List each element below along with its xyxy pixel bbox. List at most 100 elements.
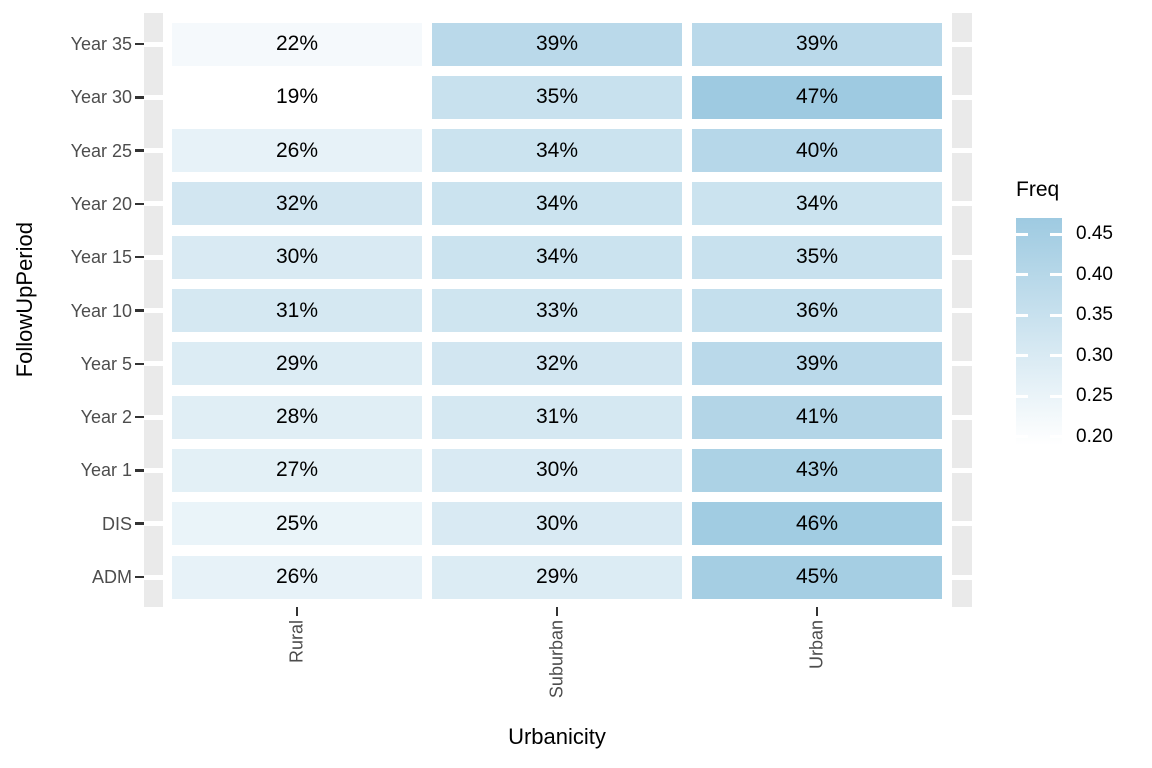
- panel-gridline: [144, 574, 163, 580]
- panel-gridline: [952, 148, 972, 154]
- legend-tick-mark: [1050, 354, 1062, 358]
- x-axis-title: Urbanicity: [508, 724, 606, 749]
- heatmap-cell: 29%: [432, 555, 682, 599]
- panel-gridline: [952, 94, 972, 100]
- legend-tick-mark: [1016, 354, 1028, 358]
- x-axis-tick: [295, 607, 299, 616]
- cell-value-label: 30%: [535, 458, 579, 482]
- panel-gridline: [952, 201, 972, 207]
- cell-value-label: 28%: [275, 405, 319, 429]
- y-axis-tick: [135, 415, 144, 419]
- heatmap-cell: 43%: [692, 448, 942, 492]
- cell-value-label: 39%: [795, 32, 839, 55]
- heatmap-cell: 29%: [172, 342, 422, 386]
- legend-tick-label: 0.35: [1076, 304, 1113, 326]
- panel-gridline: [952, 414, 972, 420]
- heatmap-cell: 34%: [432, 129, 682, 173]
- y-axis-tick: [135, 469, 144, 472]
- panel-gridline: [952, 361, 972, 367]
- heatmap-cell: 47%: [692, 75, 942, 119]
- cell-value-label: 35%: [535, 85, 579, 109]
- legend-tick-mark: [1050, 232, 1062, 236]
- y-axis-tick: [135, 309, 144, 312]
- heatmap-cell: 25%: [172, 502, 422, 546]
- heatmap-cell: 31%: [172, 289, 422, 332]
- y-tick-label: Year 20: [70, 193, 132, 214]
- panel-gridline: [952, 41, 972, 47]
- legend-tick-label: 0.45: [1076, 223, 1113, 245]
- cell-value-label: 34%: [535, 191, 579, 215]
- panel-gridline: [952, 574, 972, 580]
- panel-strip-left: [144, 13, 163, 607]
- heatmap-cell: 34%: [432, 235, 682, 279]
- heatmap-cell: 35%: [692, 235, 942, 279]
- y-tick-label: Year 25: [70, 140, 132, 161]
- legend-tick-label: 0.40: [1076, 263, 1113, 285]
- cell-value-label: 31%: [275, 298, 319, 322]
- y-tick-label: ADM: [92, 567, 132, 587]
- x-tick-label: Rural: [286, 620, 307, 664]
- heatmap-cell: 22%: [172, 22, 422, 66]
- legend-tick-mark: [1050, 394, 1062, 398]
- legend-tick-mark: [1050, 273, 1062, 277]
- cell-value-label: 30%: [535, 511, 579, 535]
- cell-value-label: 26%: [275, 565, 319, 588]
- heatmap-cell: 31%: [432, 395, 682, 439]
- legend-tick-label: 0.25: [1076, 385, 1113, 407]
- y-tick-label: Year 2: [80, 407, 132, 428]
- panel-gridline: [144, 94, 163, 100]
- cell-value-label: 29%: [535, 565, 579, 588]
- cell-value-label: 26%: [275, 138, 319, 162]
- panel-gridline: [144, 254, 163, 260]
- panel-gridline: [144, 361, 163, 367]
- heatmap-cell: 33%: [432, 289, 682, 332]
- heatmap-cell: 46%: [692, 502, 942, 546]
- legend-tick-mark: [1016, 435, 1028, 439]
- legend-tick-label: 0.20: [1076, 425, 1113, 447]
- heatmap-cell: 39%: [692, 342, 942, 386]
- cell-value-label: 35%: [795, 245, 839, 269]
- heatmap-cell: 36%: [692, 289, 942, 332]
- y-axis-tick: [135, 202, 144, 206]
- legend-tick-mark: [1050, 435, 1062, 439]
- y-axis-tick: [135, 575, 144, 579]
- y-axis-tick: [135, 42, 144, 46]
- heatmap-cell: 32%: [432, 342, 682, 386]
- x-axis-tick: [555, 607, 559, 616]
- heatmap-cell: 40%: [692, 129, 942, 173]
- y-axis-tick: [135, 522, 144, 525]
- heatmap-cell: 27%: [172, 448, 422, 492]
- x-axis-tick: [815, 607, 819, 616]
- legend-tick-mark: [1016, 232, 1028, 236]
- cell-value-label: 41%: [795, 405, 839, 429]
- cell-value-label: 39%: [795, 351, 839, 375]
- heatmap-cell: 45%: [692, 555, 942, 599]
- heatmap-cell: 30%: [432, 448, 682, 492]
- legend-tick-mark: [1016, 313, 1028, 317]
- heatmap-cell: 34%: [692, 182, 942, 226]
- panel-gridline: [952, 254, 972, 260]
- cell-value-label: 45%: [795, 565, 839, 588]
- cell-value-label: 32%: [275, 191, 319, 215]
- y-axis-title: FollowUpPeriod: [12, 222, 37, 378]
- panel-gridline: [144, 201, 163, 207]
- y-tick-label: Year 5: [80, 353, 132, 374]
- y-axis-tick: [135, 362, 144, 366]
- heatmap-cell: 34%: [432, 182, 682, 226]
- cell-value-label: 34%: [795, 191, 839, 215]
- x-tick-label: Urban: [806, 620, 827, 670]
- heatmap-cell: 26%: [172, 129, 422, 173]
- cell-value-label: 30%: [275, 245, 319, 269]
- heatmap-cell: 32%: [172, 182, 422, 226]
- legend-tick-mark: [1016, 273, 1028, 277]
- panel-gridline: [952, 467, 972, 473]
- cell-value-label: 25%: [275, 511, 319, 535]
- y-axis-tick: [135, 149, 144, 152]
- y-tick-label: Year 15: [70, 247, 132, 268]
- heatmap-cell: 28%: [172, 395, 422, 439]
- heatmap-cell: 30%: [432, 502, 682, 546]
- cell-value-label: 22%: [275, 32, 319, 55]
- cell-value-label: 31%: [535, 405, 579, 429]
- panel-gridline: [144, 41, 163, 47]
